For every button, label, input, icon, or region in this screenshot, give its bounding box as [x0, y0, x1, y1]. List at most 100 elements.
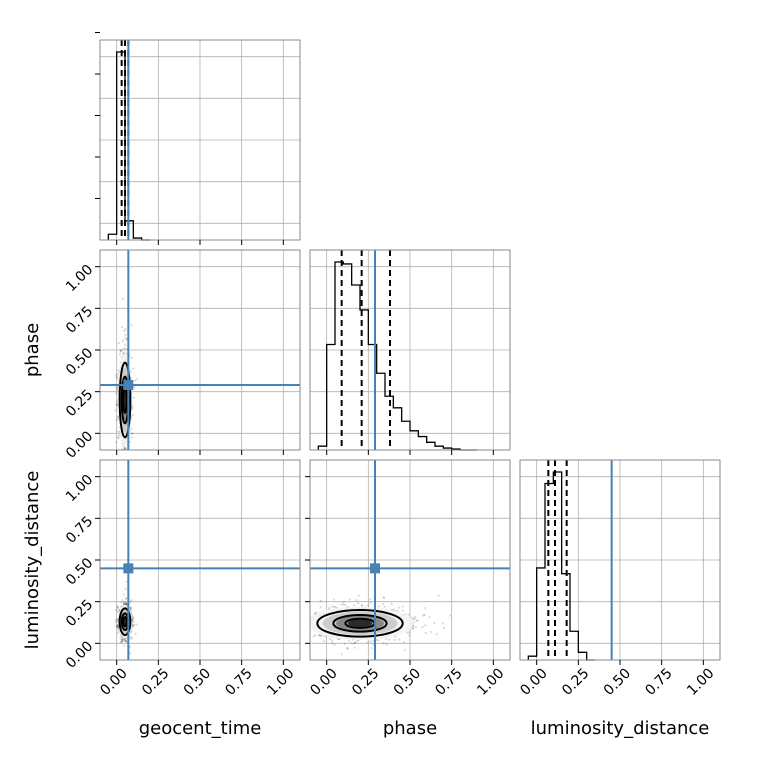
sample-point — [116, 385, 119, 389]
sample-point — [412, 618, 415, 621]
sample-point — [331, 641, 334, 645]
sample-point — [328, 638, 332, 641]
sample-point — [131, 624, 134, 627]
sample-point — [430, 630, 433, 633]
density-fill — [123, 617, 127, 626]
sample-point — [118, 353, 122, 356]
sample-point — [350, 642, 353, 645]
sample-point — [124, 640, 128, 643]
sample-point — [314, 634, 317, 637]
sample-point — [130, 462, 132, 464]
sample-point — [354, 641, 357, 644]
sample-point — [377, 605, 380, 608]
sample-point — [124, 473, 126, 475]
sample-point — [297, 624, 299, 626]
sample-point — [313, 612, 316, 615]
sample-point — [355, 599, 358, 602]
sample-point — [383, 605, 386, 608]
sample-point — [130, 637, 133, 640]
contour-line — [332, 614, 388, 633]
sample-point — [346, 647, 349, 650]
sample-point — [129, 457, 131, 459]
sample-point — [123, 446, 126, 449]
contour-line — [118, 361, 132, 439]
sample-point — [318, 634, 321, 637]
sample-point — [410, 616, 414, 619]
sample-point — [385, 637, 388, 641]
sample-point — [131, 432, 134, 435]
sample-point — [132, 624, 135, 627]
sample-point — [130, 615, 134, 618]
sample-point — [132, 616, 135, 619]
sample-point — [115, 625, 118, 629]
sample-point — [393, 638, 396, 641]
sample-point — [116, 415, 120, 418]
sample-point — [119, 641, 122, 644]
sample-point — [390, 602, 393, 606]
sample-point — [115, 403, 118, 406]
sample-point — [116, 605, 119, 608]
sample-point — [340, 653, 343, 656]
sample-point — [131, 625, 134, 628]
sample-point — [428, 615, 431, 619]
sample-point — [131, 620, 134, 623]
sample-point — [121, 339, 125, 342]
sample-point — [382, 602, 385, 605]
sample-point — [413, 617, 416, 620]
sample-point — [114, 620, 118, 623]
sample-point — [298, 631, 300, 633]
x-tick-label: 0.50 — [601, 666, 634, 699]
sample-point — [333, 643, 336, 646]
sample-point — [135, 378, 139, 381]
sample-point — [123, 644, 126, 647]
sample-point — [123, 602, 126, 606]
sample-point — [121, 640, 124, 643]
sample-point — [123, 603, 126, 606]
sample-point — [125, 597, 128, 600]
sample-point — [304, 612, 306, 614]
sample-point — [348, 598, 351, 601]
sample-point — [416, 619, 419, 622]
sample-point — [122, 637, 125, 640]
sample-point — [385, 643, 388, 646]
sample-point — [130, 608, 133, 611]
sample-point — [123, 447, 126, 450]
sample-point — [116, 624, 119, 627]
sample-point — [123, 329, 126, 333]
sample-point — [291, 629, 293, 631]
x-tick-label: 0.50 — [181, 666, 214, 699]
sample-point — [125, 603, 128, 606]
sample-point — [408, 634, 411, 637]
sample-point — [124, 639, 127, 643]
sample-point — [353, 604, 356, 607]
sample-point — [366, 641, 369, 644]
sample-point — [120, 464, 122, 466]
y-tick-label: 0.75 — [63, 303, 96, 336]
sample-point — [388, 638, 391, 641]
y-tick-label: 0.25 — [63, 387, 96, 420]
sample-point — [433, 621, 436, 625]
sample-point — [130, 323, 133, 326]
y-tick-label: 0.75 — [63, 513, 96, 546]
sample-point — [403, 641, 406, 644]
y-tick-label: 0.25 — [63, 597, 96, 630]
sample-point — [132, 620, 135, 623]
sample-point — [393, 608, 396, 611]
sample-point — [131, 619, 134, 622]
sample-point — [293, 616, 295, 618]
x-tick-label: 0.75 — [432, 666, 465, 699]
sample-point — [406, 631, 409, 634]
sample-point — [123, 638, 126, 642]
scatter-points — [291, 594, 452, 656]
scatter-panel-phase-luminosity_distance: 0.00 0.25 0.50 0.75 1.00 — [291, 459, 511, 699]
sample-point — [348, 639, 351, 643]
x-tick-label: 0.75 — [642, 666, 675, 699]
x-tick-label: 0.25 — [139, 666, 172, 699]
sample-point — [354, 641, 357, 644]
truth-marker — [370, 563, 380, 574]
sample-point — [122, 453, 124, 455]
sample-point — [360, 603, 364, 607]
sample-point — [323, 639, 326, 643]
sample-point — [424, 631, 427, 635]
sample-point — [132, 396, 135, 400]
